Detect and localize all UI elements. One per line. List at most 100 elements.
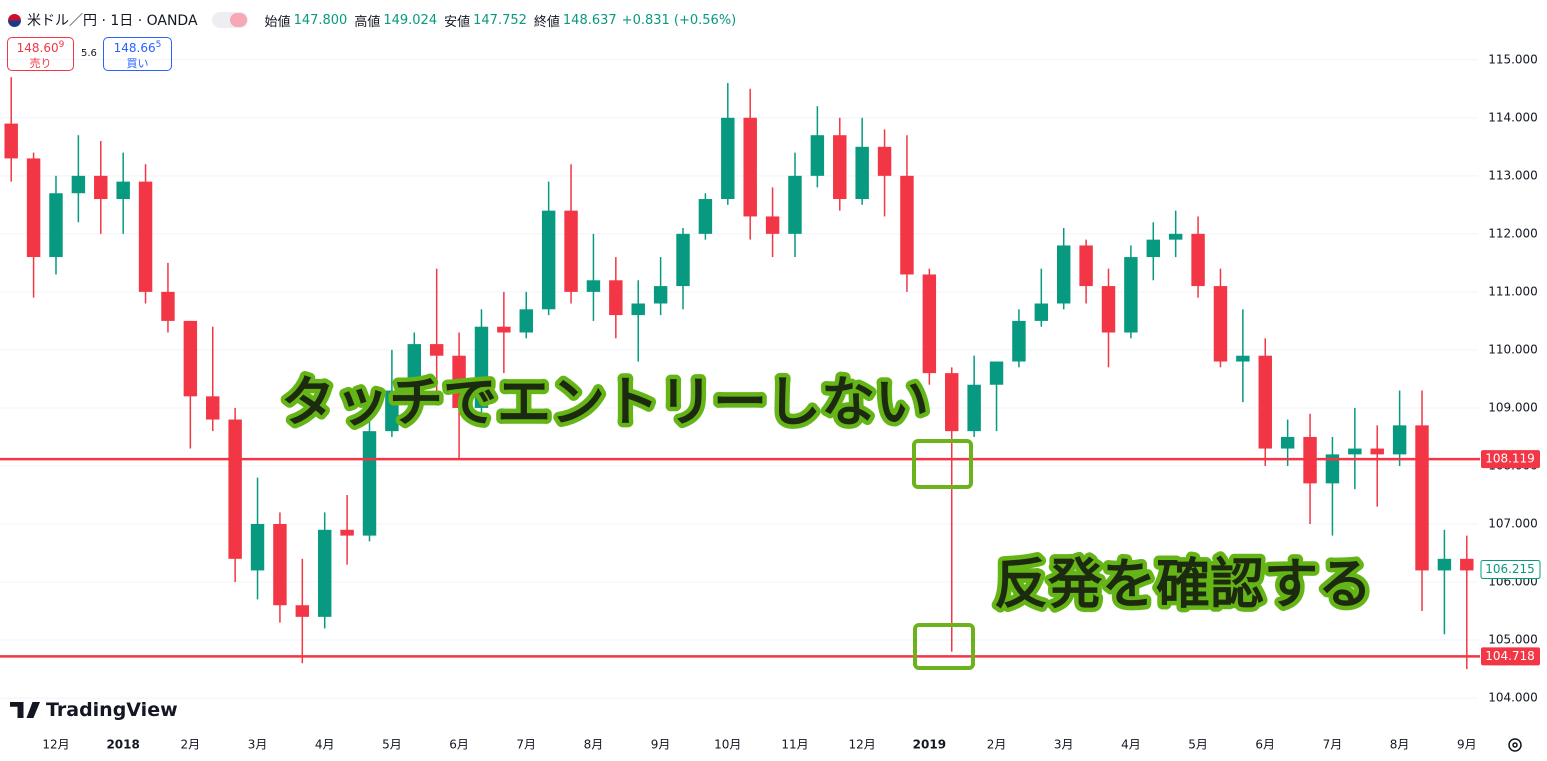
candle-body [810,135,825,176]
ohlc-label: 始値 [264,14,291,30]
candle-body [541,210,556,310]
candle-body [273,523,287,606]
x-tick-label: 6月 [449,738,469,752]
candle-body [765,216,780,234]
candle-body [1124,257,1138,333]
candle-body [1101,286,1116,333]
candle-body [1392,425,1407,455]
candle-body [609,280,623,316]
ohlc-value: 147.752 [473,12,527,28]
candle-body [631,303,645,316]
candle-body [676,233,690,287]
candle-body [1213,286,1228,362]
candle-body [698,199,713,234]
candle-body [1168,233,1183,240]
x-tick-label: 8月 [584,738,604,752]
candle-body [250,523,265,571]
price-tag-label: 108.119 [1485,452,1535,466]
x-tick-label: 4月 [315,738,335,752]
toggle[interactable] [211,12,248,28]
candle-body [877,146,892,176]
x-tick-label: 4月 [1121,738,1141,752]
buy-label: 買い [126,57,149,70]
highlight-box [913,623,975,670]
candle-body [922,274,937,374]
candle-body [228,419,242,559]
sell-pip: 9 [58,40,65,50]
x-tick-label: 9月 [1457,738,1477,752]
y-tick-label: 104.000 [1488,691,1538,705]
brand-text: TradingView [46,699,178,721]
x-tick-label: 7月 [516,738,536,752]
buy-price: 148.66 [113,41,156,55]
candle-body [206,396,220,420]
candle-body [586,280,601,292]
ohlc-value: 147.800 [293,12,348,28]
ohlc-label: 安値 [444,14,471,30]
last-price-tag [1480,560,1541,580]
candle-body [519,309,533,333]
y-tick-label: 110.000 [1488,342,1538,356]
candle-body [295,605,310,617]
x-tick-label: 3月 [248,738,268,752]
candle-body [138,181,153,292]
candle-body [855,146,869,200]
y-tick-label: 114.000 [1488,110,1538,124]
candle-body [564,210,578,292]
spread: 5.6 [81,48,97,59]
symbol-title[interactable]: 米ドル／円 · 1日 · OANDA [27,13,198,29]
candle-body [1236,355,1250,362]
x-tick-label: 11月 [781,738,808,752]
candle-body [497,326,511,333]
sell-label: 売り [29,57,52,70]
candle-body [653,286,668,304]
buy-button[interactable]: 148.665 買い [103,37,172,71]
y-tick-label: 107.000 [1488,516,1538,530]
x-tick-label: 5月 [1188,738,1208,752]
x-tick-label: 5月 [382,738,402,752]
candle-body [161,291,175,321]
candle-body [1280,436,1295,449]
candle-body [1146,239,1161,258]
x-tick-label: 8月 [1390,738,1410,752]
candle-body [1034,303,1049,321]
candle-body [967,384,981,432]
y-tick-label: 112.000 [1488,226,1538,240]
annotation: タッチでエントリーしない [281,371,929,434]
candle-body [116,181,130,200]
y-tick-label: 113.000 [1488,168,1538,182]
candle-body [945,373,959,432]
candle-body [340,529,354,536]
x-tick-label: 2019 [913,738,946,752]
candle-body [1079,245,1093,287]
y-tick-label: 109.000 [1488,400,1538,414]
brand-logo: TradingView [10,699,178,721]
candle-body [71,175,86,194]
y-tick-label: 105.000 [1488,633,1538,647]
candle-body [26,158,41,258]
x-tick-label: 12月 [849,738,876,752]
x-tick-label: 3月 [1054,738,1074,752]
ohlc-value: 149.024 [383,12,438,28]
candle-body [721,117,735,200]
candle-body [1191,233,1205,287]
price-tag [1481,450,1540,469]
ohlc-value: 148.637 [562,12,617,28]
candle-body [743,117,757,217]
x-tick-label: 6月 [1255,738,1275,752]
x-tick-label: 10月 [714,738,741,752]
candle-body [317,529,332,617]
last-price-label: 106.215 [1485,562,1535,576]
candle-body [1012,320,1026,362]
candle-body [1348,448,1362,455]
y-tick-label: 111.000 [1488,284,1538,298]
candle-body [385,390,399,432]
candle-body [183,320,198,397]
candle-body [49,193,63,258]
settings-icon[interactable] [1508,738,1522,752]
sell-button[interactable]: 148.609 売り [7,37,74,71]
sell-price: 148.60 [16,41,59,55]
candle-body [362,431,377,536]
